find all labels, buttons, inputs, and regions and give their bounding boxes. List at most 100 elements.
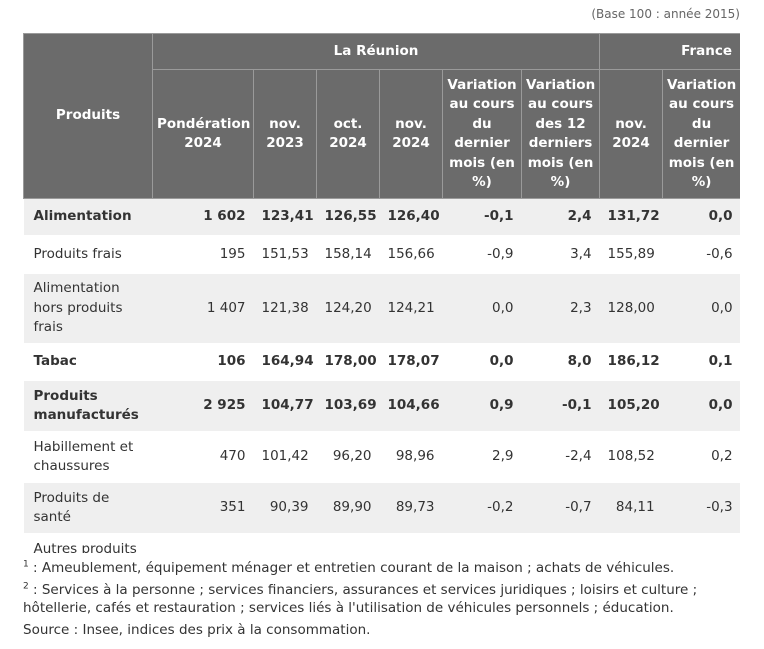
cell-nov-2023: 151,53	[253, 235, 317, 274]
header-oct-2024: oct. 2024	[316, 69, 380, 199]
row-label: Produits frais	[23, 235, 153, 274]
cell-ponderation: 106	[152, 343, 254, 381]
cell-oct-2024: 158,14	[316, 235, 380, 274]
source-note: Source : Insee, indices des prix à la co…	[23, 622, 371, 638]
header-france-nov-2024: nov. 2024	[599, 69, 664, 199]
cell-nov-2023: 164,94	[253, 343, 317, 381]
table-row: Alimentation 1 602 123,41 126,55 126,40 …	[23, 198, 740, 236]
row-label: Tabac	[23, 343, 153, 381]
cell-nov-2023: 104,77	[253, 380, 317, 432]
cell-ponderation: 351	[152, 482, 254, 534]
footnote-2-mark: 2	[23, 581, 29, 592]
cell-nov-2024: 104,66	[379, 380, 443, 432]
cell-oct-2024: 178,00	[316, 343, 380, 381]
cell-variation-mois: 0,0	[442, 273, 522, 344]
cell-variation-12-mois: -0,1	[521, 380, 600, 432]
cell-variation-12-mois: 8,0	[521, 343, 600, 381]
cell-france-nov-2024: 186,12	[599, 343, 663, 381]
cell-nov-2024: 89,73	[379, 482, 443, 534]
cell-variation-12-mois: -2,4	[521, 431, 600, 483]
cell-ponderation: 2 925	[152, 380, 254, 432]
header-france-variation-mois: Variation au cours du dernier mois (en %…	[662, 69, 740, 199]
table-row: Habillement et chaussures 470 101,42 96,…	[23, 431, 740, 483]
header-nov-2024: nov. 2024	[379, 69, 443, 199]
cell-nov-2023	[253, 533, 317, 553]
cell-variation-mois: -0,9	[442, 235, 522, 274]
cell-france-nov-2024: 131,72	[599, 198, 663, 236]
cell-nov-2023: 90,39	[253, 482, 317, 534]
cell-variation-mois: 2,9	[442, 431, 522, 483]
cell-nov-2023: 123,41	[253, 198, 317, 236]
cell-france-variation	[662, 533, 740, 553]
cell-nov-2024: 98,96	[379, 431, 443, 483]
cell-france-variation: -0,6	[662, 235, 740, 274]
row-label: Autres produits	[23, 533, 153, 553]
cell-oct-2024: 96,20	[316, 431, 380, 483]
footnote-1: 1 : Ameublement, équipement ménager et e…	[23, 559, 743, 577]
cell-ponderation: 1 407	[152, 273, 254, 344]
cell-variation-mois	[442, 533, 522, 553]
cell-oct-2024: 124,20	[316, 273, 380, 344]
cell-nov-2024: 126,40	[379, 198, 443, 236]
footnote-1-mark: 1	[23, 559, 29, 570]
cell-ponderation: 195	[152, 235, 254, 274]
row-label: Alimentation hors produits frais	[23, 273, 153, 344]
cell-nov-2023: 101,42	[253, 431, 317, 483]
cell-oct-2024: 103,69	[316, 380, 380, 432]
cell-nov-2023: 121,38	[253, 273, 317, 344]
base-note: (Base 100 : année 2015)	[591, 7, 740, 21]
cell-france-variation: 0,2	[662, 431, 740, 483]
row-label: Habillement et chaussures	[23, 431, 153, 483]
cell-variation-12-mois	[521, 533, 600, 553]
footnote-2-text: : Services à la personne ; services fina…	[23, 582, 698, 616]
header-produits: Produits	[23, 33, 153, 199]
cell-france-nov-2024: 108,52	[599, 431, 663, 483]
cell-france-nov-2024: 105,20	[599, 380, 663, 432]
cell-variation-12-mois: 2,4	[521, 198, 600, 236]
footnotes: 1 : Ameublement, équipement ménager et e…	[23, 559, 743, 643]
cell-france-variation: 0,0	[662, 198, 740, 236]
cell-variation-mois: -0,1	[442, 198, 522, 236]
table-row: Produits frais 195 151,53 158,14 156,66 …	[23, 235, 740, 274]
table-row: Produits de santé 351 90,39 89,90 89,73 …	[23, 482, 740, 534]
cell-france-nov-2024: 128,00	[599, 273, 663, 344]
table-row: Tabac 106 164,94 178,00 178,07 0,0 8,0 1…	[23, 343, 740, 381]
row-label: Produits de santé	[23, 482, 153, 534]
cell-nov-2024: 124,21	[379, 273, 443, 344]
cell-ponderation	[152, 533, 254, 553]
cell-variation-mois: -0,2	[442, 482, 522, 534]
header-france: France	[599, 33, 740, 70]
cell-variation-12-mois: 3,4	[521, 235, 600, 274]
cell-nov-2024: 178,07	[379, 343, 443, 381]
footnote-2: 2 : Services à la personne ; services fi…	[23, 581, 743, 617]
cell-france-nov-2024: 155,89	[599, 235, 663, 274]
cell-variation-12-mois: 2,3	[521, 273, 600, 344]
table-row: Produits manufacturés 2 925 104,77 103,6…	[23, 380, 740, 432]
table-row: Alimentation hors produits frais 1 407 1…	[23, 273, 740, 344]
table-row: Autres produits	[23, 533, 740, 553]
header-variation-12-mois: Variation au cours des 12 derniers mois …	[520, 69, 601, 199]
cell-france-variation: 0,0	[662, 273, 740, 344]
header-nov-2023: nov. 2023	[253, 69, 317, 199]
cell-ponderation: 470	[152, 431, 254, 483]
price-index-table-container[interactable]: Produits La Réunion France Pondération 2…	[23, 33, 740, 553]
cell-france-variation: -0,3	[662, 482, 740, 534]
footnote-1-text: : Ameublement, équipement ménager et ent…	[28, 560, 675, 576]
cell-france-variation: 0,1	[662, 343, 740, 381]
row-label: Produits manufacturés	[23, 380, 153, 432]
cell-oct-2024: 126,55	[316, 198, 380, 236]
cell-variation-mois: 0,0	[442, 343, 522, 381]
cell-france-variation: 0,0	[662, 380, 740, 432]
cell-variation-12-mois: -0,7	[521, 482, 600, 534]
cell-nov-2024	[379, 533, 443, 553]
cell-ponderation: 1 602	[152, 198, 254, 236]
header-ponderation: Pondération 2024	[152, 69, 254, 199]
cell-oct-2024	[316, 533, 380, 553]
row-label: Alimentation	[23, 198, 153, 236]
cell-variation-mois: 0,9	[442, 380, 522, 432]
cell-nov-2024: 156,66	[379, 235, 443, 274]
price-index-table: Produits La Réunion France Pondération 2…	[23, 33, 740, 553]
cell-france-nov-2024	[599, 533, 663, 553]
cell-oct-2024: 89,90	[316, 482, 380, 534]
header-reunion: La Réunion	[151, 33, 601, 70]
